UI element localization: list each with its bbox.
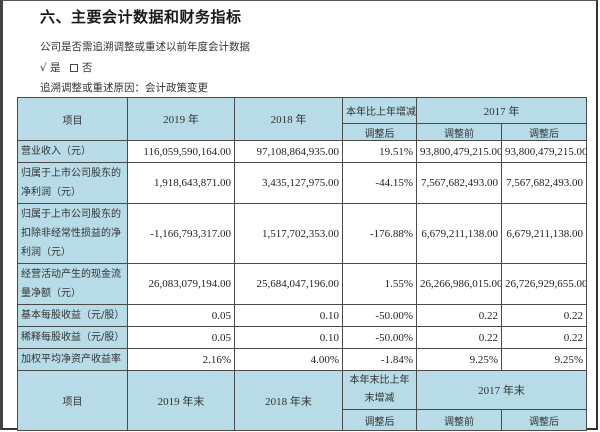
header2-2018-end: 2018 年末 [234,370,343,431]
header2-2017-after: 调整后 [501,409,587,431]
cell-2018: 1,517,702,353.00 [234,203,343,264]
cell-2017-after: 6,679,211,138.00 [501,203,587,264]
header-item: 项目 [17,97,128,141]
row-label: 归属于上市公司股东的扣除非经常性损益的净利润（元） [17,203,128,264]
table-row: 稀释每股收益（元/股） 0.05 0.10 -50.00% 0.22 0.22 [17,326,587,349]
cell-2019: 2.16% [127,348,235,371]
header2-2017-end: 2017 年末 [416,370,587,410]
table-row: 归属于上市公司股东的净利润（元） 1,918,643,871.00 3,435,… [17,162,587,204]
header-change-adjusted: 调整后 [342,123,417,141]
header-2017-after: 调整后 [501,123,587,141]
row-label: 营业收入（元） [17,140,128,163]
header2-item: 项目 [17,370,128,431]
cell-2017-after: 9.25% [501,348,587,371]
cell-change: -176.88% [342,203,417,264]
section-title: 六、主要会计数据和财务指标 [40,8,242,26]
choice-yes-label: 是 [50,62,61,74]
restatement-reason: 追溯调整或重述原因：会计政策变更 [40,82,208,94]
row-label: 基本每股收益（元/股） [17,304,128,327]
table-row: 经营活动产生的现金流量净额（元） 26,083,079,194.00 25,68… [17,263,587,305]
header-2017: 2017 年 [416,97,587,124]
header-2017-before: 调整前 [416,123,502,141]
cell-change: -50.00% [342,304,417,327]
cell-2018: 4.00% [234,348,343,371]
header-2019: 2019 年 [127,97,235,141]
restatement-choice: √ 是 否 [40,60,92,75]
header2-2017-before: 调整前 [416,409,502,431]
financial-indicators-table: 项目 2019 年 2018 年 本年比上年增减 2017 年 调整后 调整前 … [17,97,587,431]
cell-2017-after: 0.22 [501,326,587,349]
header2-2019-end: 2019 年末 [127,370,235,431]
cell-change: -50.00% [342,326,417,349]
row-label: 归属于上市公司股东的净利润（元） [17,162,128,204]
cell-2017-before: 6,679,211,138.00 [416,203,502,264]
cell-2018: 97,108,864,935.00 [234,140,343,163]
cell-2018: 25,684,047,196.00 [234,263,343,305]
check-mark-icon: √ [40,62,47,74]
cell-2017-before: 0.22 [416,326,502,349]
row-label: 经营活动产生的现金流量净额（元） [17,263,128,305]
row-label: 稀释每股收益（元/股） [17,326,128,349]
cell-2018: 0.10 [234,326,343,349]
cell-2017-before: 93,800,479,215.00 [416,140,502,163]
cell-2017-after: 7,567,682,493.00 [501,162,587,204]
cell-2019: 1,918,643,871.00 [127,162,235,204]
cell-2017-after: 0.22 [501,304,587,327]
table2-header-row: 项目 2019 年末 2018 年末 本年末比上年末增减 2017 年末 [17,370,587,431]
cell-2017-after: 93,800,479,215.00 [501,140,587,163]
cell-change: -44.15% [342,162,417,204]
cell-2019: 26,083,079,194.00 [127,263,235,305]
header-change: 本年比上年增减 [342,97,417,124]
cell-2019: 116,059,590,164.00 [127,140,235,163]
cell-2018: 3,435,127,975.00 [234,162,343,204]
cell-2019: 0.05 [127,326,235,349]
cell-change: 19.51% [342,140,417,163]
row-label: 加权平均净资产收益率 [17,348,128,371]
header2-change: 本年末比上年末增减 [342,370,417,410]
cell-change: -1.84% [342,348,417,371]
checkbox-empty-icon [69,63,78,72]
cell-2017-before: 0.22 [416,304,502,327]
restatement-question: 公司是否需追溯调整或重述以前年度会计数据 [40,41,250,53]
table-row: 加权平均净资产收益率 2.16% 4.00% -1.84% 9.25% 9.25… [17,348,587,371]
cell-2017-before: 7,567,682,493.00 [416,162,502,204]
choice-no-label: 否 [81,62,93,74]
header-2018: 2018 年 [234,97,343,141]
table-row: 营业收入（元） 116,059,590,164.00 97,108,864,93… [17,140,587,163]
table-row: 基本每股收益（元/股） 0.05 0.10 -50.00% 0.22 0.22 [17,304,587,327]
table-row: 归属于上市公司股东的扣除非经常性损益的净利润（元） -1,166,793,317… [17,203,587,264]
cell-2019: 0.05 [127,304,235,327]
table-header-row: 项目 2019 年 2018 年 本年比上年增减 2017 年 [17,97,587,141]
cell-2017-before: 26,266,986,015.00 [416,263,502,305]
header2-change-adjusted: 调整后 [342,409,417,431]
cell-change: 1.55% [342,263,417,305]
cell-2019: -1,166,793,317.00 [127,203,235,264]
table2-subheader-row: 调整后 调整前 调整后 [18,409,587,431]
cell-2018: 0.10 [234,304,343,327]
cell-2017-after: 26,726,929,655.00 [501,263,587,305]
cell-2017-before: 9.25% [416,348,502,371]
